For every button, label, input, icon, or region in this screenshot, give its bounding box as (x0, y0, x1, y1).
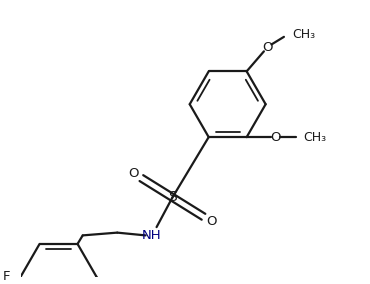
Text: O: O (128, 167, 138, 180)
Text: CH₃: CH₃ (303, 131, 326, 144)
Text: O: O (206, 215, 217, 228)
Text: S: S (168, 191, 177, 204)
Text: O: O (262, 41, 273, 54)
Text: CH₃: CH₃ (292, 28, 315, 41)
Text: O: O (270, 131, 281, 144)
Text: F: F (3, 270, 10, 283)
Text: NH: NH (142, 229, 162, 242)
